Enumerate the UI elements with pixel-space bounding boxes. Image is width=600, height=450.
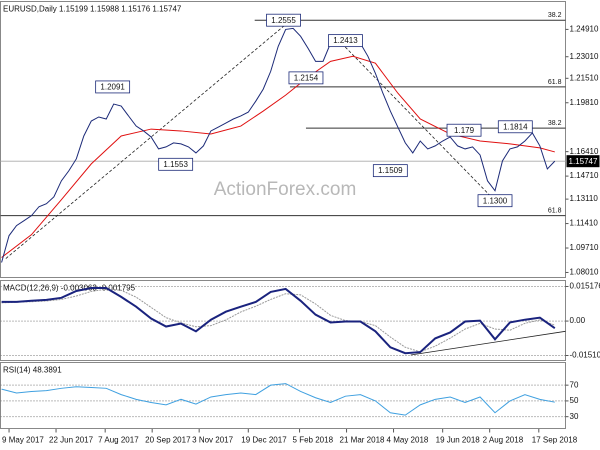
- trend-line: [5, 16, 296, 259]
- x-tick-label: 2 Aug 2018: [483, 436, 524, 445]
- trend-line: [410, 330, 566, 356]
- price-label-box: [328, 34, 363, 48]
- rsi-line: [1, 383, 555, 416]
- x-tick-label: 19 Dec 2017: [241, 436, 287, 445]
- x-tick-label: 22 Jun 2017: [49, 436, 94, 445]
- x-tick-label: 20 Sep 2017: [145, 436, 191, 445]
- y-tick-label: 1.23010: [570, 52, 599, 61]
- y-tick-label: 1.14710: [570, 171, 599, 180]
- x-tick-label: 3 Nov 2017: [192, 436, 233, 445]
- price-label: 1.179: [454, 126, 475, 135]
- y-tick-label: 1.09710: [570, 243, 599, 252]
- fib-label: 38.2: [548, 12, 562, 19]
- x-tick-label: 19 Jun 2018: [436, 436, 481, 445]
- y-tick-label: 30: [570, 412, 579, 421]
- y-tick-label: 50: [570, 396, 579, 405]
- price-label-box: [158, 157, 194, 171]
- x-tick-label: 4 May 2018: [387, 436, 429, 445]
- price-label-box: [266, 13, 301, 27]
- moving-average: [1, 55, 555, 258]
- watermark: ActionForex.com: [214, 179, 357, 200]
- trend-line: [334, 36, 496, 201]
- price-label-box: [497, 120, 533, 134]
- y-tick-label: 1.24910: [570, 25, 599, 34]
- panel-border: [0, 1, 566, 278]
- price-label: 1.1300: [483, 196, 508, 205]
- x-tick-label: 5 Feb 2018: [293, 436, 334, 445]
- fib-label: 61.8: [548, 79, 562, 86]
- y-tick-label: 70: [570, 380, 579, 389]
- x-tick-label: 17 Sep 2018: [532, 436, 578, 445]
- price-label-box: [446, 123, 482, 137]
- price-label: 1.2091: [100, 83, 125, 92]
- panel-border: [0, 280, 566, 361]
- y-tick-label: 1.16410: [570, 147, 599, 156]
- price-label: 1.2555: [271, 16, 296, 25]
- panel-border: [0, 362, 566, 429]
- price-label: 1.2413: [333, 36, 358, 45]
- y-tick-label: 0.00: [570, 316, 586, 325]
- y-tick-label: 1.19810: [570, 98, 599, 107]
- x-tick-label: 9 May 2017: [2, 436, 44, 445]
- current-price-box: [566, 155, 600, 168]
- fib-label: 38.2: [548, 120, 562, 127]
- x-tick-label: 7 Aug 2017: [98, 436, 139, 445]
- y-tick-label: -0.015109: [570, 351, 600, 360]
- price-line: [1, 27, 556, 263]
- price-label: 1.1509: [378, 166, 403, 175]
- price-label-box: [477, 194, 513, 208]
- current-price-label: 1.15747: [569, 157, 598, 166]
- y-tick-label: 0.015176: [570, 282, 600, 291]
- signal-line: [1, 288, 555, 353]
- price-label: 1.2154: [294, 73, 319, 82]
- panel-title: EURUSD,Daily 1.15199 1.15988 1.15176 1.1…: [3, 5, 182, 14]
- fib-label: 61.8: [548, 207, 562, 214]
- macd-line: [1, 287, 556, 355]
- y-tick-label: 1.08010: [570, 268, 599, 277]
- price-label-box: [288, 71, 324, 85]
- y-tick-label: 1.13110: [570, 194, 599, 203]
- price-label-box: [95, 80, 131, 94]
- panel-title: RSI(14) 48.3891: [3, 366, 62, 375]
- panel-title: MACD(12,26,9) -0.003063 -0.001795: [3, 284, 136, 293]
- x-tick-label: 21 Mar 2018: [340, 436, 385, 445]
- price-label: 1.1553: [163, 160, 188, 169]
- price-label-box: [372, 164, 408, 178]
- y-tick-label: 1.11410: [570, 219, 599, 228]
- price-label: 1.1814: [503, 122, 528, 131]
- y-tick-label: 1.21510: [570, 73, 599, 82]
